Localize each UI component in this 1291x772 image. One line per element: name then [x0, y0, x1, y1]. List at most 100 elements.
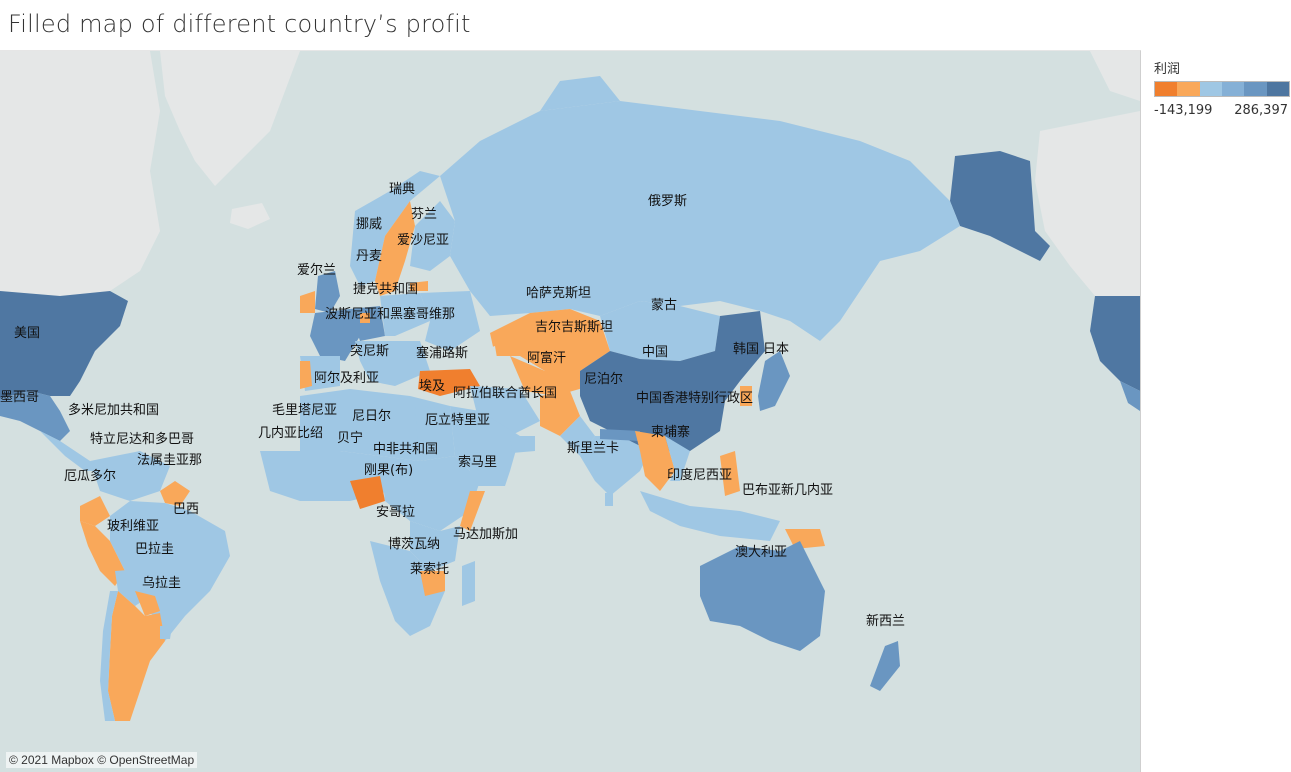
legend-swatch-3 — [1221, 82, 1245, 96]
country-egypt[interactable] — [415, 406, 452, 451]
label-bolivia: 玻利维亚 — [107, 519, 160, 534]
country-estonia[interactable] — [410, 281, 428, 291]
land-greenland — [160, 51, 300, 186]
country-yemen[interactable] — [470, 471, 510, 486]
country-ireland[interactable] — [300, 291, 315, 313]
map-svg[interactable] — [0, 51, 1140, 772]
country-vietnam[interactable] — [665, 436, 690, 481]
label-car: 中非共和国 — [373, 442, 439, 457]
country-se-asia[interactable] — [635, 431, 675, 491]
country-philippines[interactable] — [720, 451, 740, 496]
legend-color-ramp — [1154, 81, 1290, 97]
country-argentina[interactable] — [108, 591, 165, 721]
label-somalia: 索马里 — [458, 455, 498, 470]
country-indonesia[interactable] — [640, 491, 780, 541]
legend-max-label: 286,397 — [1234, 103, 1288, 118]
country-saudi-arabia[interactable] — [450, 406, 520, 481]
legend-swatch-0 — [1155, 82, 1178, 96]
country-uae[interactable] — [510, 436, 535, 453]
label-cyprus: 塞浦路斯 — [416, 346, 469, 361]
label-guiana: 法属圭亚那 — [137, 453, 203, 468]
country-brazil[interactable] — [110, 501, 230, 641]
label-mexico: 墨西哥 — [0, 390, 40, 405]
label-afghanistan: 阿富汗 — [527, 351, 567, 366]
country-turkey[interactable] — [418, 369, 480, 396]
label-angola: 安哥拉 — [376, 505, 416, 520]
label-lesotho: 莱索托 — [410, 562, 450, 577]
label-korea: 韩国 — [733, 342, 760, 357]
country-southern-africa[interactable] — [370, 541, 445, 636]
label-benin: 贝宁 — [337, 431, 364, 446]
country-usa-east[interactable] — [1090, 296, 1140, 391]
country-finland[interactable] — [410, 201, 455, 271]
label-mauritania: 毛里塔尼亚 — [272, 403, 338, 418]
label-kazakhstan: 哈萨克斯坦 — [526, 286, 592, 301]
map-canvas[interactable]: 美国 墨西哥 多米尼加共和国 特立尼达和多巴哥 法属圭亚那 厄瓜多尔 巴西 玻利… — [0, 50, 1141, 772]
country-india[interactable] — [580, 436, 650, 496]
label-kyrgyzstan: 吉尔吉斯斯坦 — [535, 320, 614, 335]
legend-swatch-1 — [1177, 82, 1200, 96]
country-uruguay[interactable] — [160, 626, 172, 639]
country-germany[interactable] — [350, 306, 385, 341]
label-ireland: 爱尔兰 — [297, 263, 337, 278]
country-ukraine-belarus[interactable] — [420, 291, 480, 351]
country-usa[interactable] — [0, 291, 128, 399]
label-russia: 俄罗斯 — [648, 194, 688, 209]
country-japan[interactable] — [758, 351, 790, 411]
country-afghanistan[interactable] — [540, 391, 580, 436]
label-eritrea: 厄立特里亚 — [425, 413, 491, 428]
country-norway[interactable] — [350, 171, 440, 286]
country-srilanka[interactable] — [605, 493, 613, 506]
country-colombia-venezuela[interactable] — [90, 451, 170, 501]
country-kyrgyzstan-uzbek[interactable] — [510, 356, 590, 396]
country-portugal[interactable] — [300, 361, 312, 389]
country-ecuador[interactable] — [80, 496, 110, 526]
country-france[interactable] — [310, 309, 360, 361]
country-italy-balkans[interactable] — [355, 341, 430, 386]
country-uk[interactable] — [315, 271, 340, 313]
country-guiana[interactable] — [160, 481, 190, 506]
country-caspian — [480, 346, 500, 381]
country-pakistan[interactable] — [560, 416, 595, 456]
label-egypt: 埃及 — [419, 379, 446, 394]
country-usa-alaska[interactable] — [950, 151, 1050, 261]
legend-title: 利润 — [1154, 62, 1181, 77]
label-uruguay: 乌拉圭 — [142, 576, 182, 591]
country-chile[interactable] — [100, 591, 118, 721]
country-zambia[interactable] — [420, 571, 445, 596]
label-indonesia: 印度尼西亚 — [667, 468, 733, 483]
label-mongolia: 蒙古 — [651, 298, 678, 313]
label-estonia: 爱沙尼亚 — [397, 233, 450, 248]
label-nepal: 尼泊尔 — [584, 372, 624, 387]
country-nepal[interactable] — [600, 429, 640, 441]
country-central-america[interactable] — [40, 431, 100, 471]
label-cambodia: 柬埔寨 — [651, 425, 691, 440]
country-newzealand[interactable] — [870, 641, 900, 691]
map-attribution[interactable]: © 2021 Mapbox © OpenStreetMap — [6, 752, 198, 768]
label-china: 中国 — [642, 345, 669, 360]
country-east-africa[interactable] — [410, 521, 460, 571]
country-russia[interactable] — [440, 101, 960, 341]
label-guinea-bissau: 几内亚比绍 — [258, 426, 324, 441]
country-australia[interactable] — [700, 541, 825, 651]
country-china[interactable] — [580, 311, 765, 451]
country-paraguay[interactable] — [135, 591, 160, 616]
country-mongolia[interactable] — [600, 301, 720, 361]
country-sweden[interactable] — [375, 201, 415, 296]
country-madagascar[interactable] — [462, 561, 475, 606]
country-peru[interactable] — [80, 521, 125, 586]
label-trinidad: 特立尼达和多巴哥 — [90, 432, 195, 447]
country-kazakhstan[interactable] — [490, 309, 610, 371]
country-mexico[interactable] — [0, 391, 70, 441]
country-poland-baltic[interactable] — [380, 293, 430, 336]
land-canada — [0, 51, 160, 296]
country-russia-north[interactable] — [540, 76, 620, 111]
color-legend[interactable]: 利润 -143,199 286,397 — [1154, 58, 1290, 118]
country-mexico-east[interactable] — [1120, 381, 1140, 411]
legend-min-label: -143,199 — [1154, 103, 1213, 118]
country-denmark[interactable] — [360, 313, 370, 323]
country-korea[interactable] — [740, 386, 752, 406]
country-nigeria-benin[interactable] — [350, 476, 385, 509]
country-central-africa[interactable] — [380, 456, 480, 531]
country-somalia[interactable] — [460, 491, 485, 531]
